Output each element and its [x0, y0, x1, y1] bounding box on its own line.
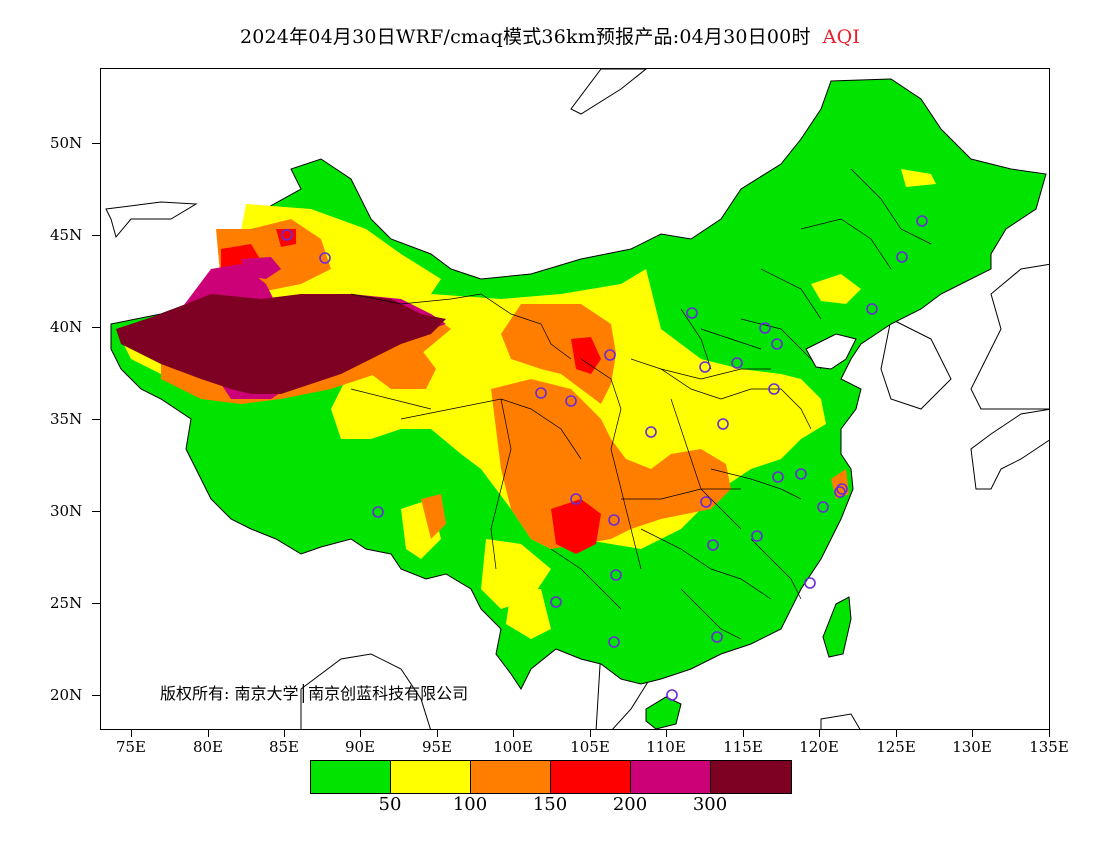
lon-label-75e: 75E	[115, 738, 147, 756]
legend-threshold-50: 50	[378, 794, 402, 815]
lat-label-25n: 25N	[50, 594, 83, 612]
lat-label-20n: 20N	[50, 686, 83, 704]
legend-swatch-unhealthy	[551, 761, 631, 793]
legend-threshold-100: 100	[452, 794, 488, 815]
title-variable: AQI	[822, 26, 861, 48]
korea-outline	[880, 318, 952, 410]
coastline-north	[570, 69, 647, 115]
lon-tick	[360, 730, 361, 737]
philippines-coast	[820, 713, 861, 729]
lat-tick	[92, 235, 100, 236]
legend-threshold-300: 300	[692, 794, 728, 815]
lon-tick	[666, 730, 667, 737]
lon-tick	[743, 730, 744, 737]
lon-tick	[819, 730, 820, 737]
aqi-legend	[310, 760, 792, 794]
lat-label-35n: 35N	[50, 410, 83, 428]
lon-label-130e: 130E	[952, 738, 992, 756]
lat-label-30n: 30N	[50, 502, 83, 520]
lon-tick	[208, 730, 209, 737]
lon-label-80e: 80E	[192, 738, 224, 756]
taiwan-island	[822, 596, 852, 658]
legend-swatch-good	[311, 761, 391, 793]
hainan-island	[645, 696, 682, 729]
lat-tick	[92, 603, 100, 604]
lon-tick	[437, 730, 438, 737]
lon-tick	[131, 730, 132, 737]
lon-tick	[513, 730, 514, 737]
lat-tick	[92, 695, 100, 696]
aqi-maroon-zone	[116, 294, 446, 394]
lon-label-110e: 110E	[646, 738, 686, 756]
aqi-map	[105, 69, 1049, 729]
lake-balkhash	[105, 201, 198, 239]
title-text: 2024年04月30日WRF/cmaq模式36km预报产品:04月30日00时	[239, 26, 811, 48]
lon-label-90e: 90E	[344, 738, 376, 756]
lat-tick	[92, 511, 100, 512]
lon-label-115e: 115E	[723, 738, 763, 756]
lon-label-120e: 120E	[799, 738, 839, 756]
copyright-text: 版权所有: 南京大学│南京创蓝科技有限公司	[160, 684, 469, 703]
lon-label-85e: 85E	[268, 738, 300, 756]
lon-tick	[1049, 730, 1050, 737]
province-boundaries	[350, 168, 932, 640]
lat-tick	[92, 419, 100, 420]
legend-swatch-sensitive	[471, 761, 551, 793]
lat-tick	[92, 143, 100, 144]
lon-label-105e: 105E	[570, 738, 610, 756]
lon-label-135e: 135E	[1029, 738, 1069, 756]
lon-tick	[972, 730, 973, 737]
indochina-coast	[300, 653, 431, 729]
lon-tick	[896, 730, 897, 737]
lat-label-50n: 50N	[50, 134, 83, 152]
lat-tick	[92, 327, 100, 328]
lon-label-100e: 100E	[493, 738, 533, 756]
bohai-sea	[805, 333, 857, 370]
lat-label-45n: 45N	[50, 226, 83, 244]
legend-swatch-moderate	[391, 761, 471, 793]
lon-tick	[590, 730, 591, 737]
legend-swatch-hazardous	[711, 761, 791, 793]
lat-label-40n: 40N	[50, 318, 83, 336]
legend-threshold-150: 150	[532, 794, 568, 815]
map-panel[interactable]	[100, 68, 1050, 730]
lon-label-95e: 95E	[421, 738, 453, 756]
lon-tick	[284, 730, 285, 737]
lon-label-125e: 125E	[876, 738, 916, 756]
japan-outline	[970, 408, 1049, 490]
japan-sea-coast	[970, 263, 1049, 410]
legend-swatch-very-unhealthy	[631, 761, 711, 793]
legend-threshold-200: 200	[612, 794, 648, 815]
city-markers	[281, 215, 928, 701]
map-title: 2024年04月30日WRF/cmaq模式36km预报产品:04月30日00时 A…	[0, 22, 1100, 49]
